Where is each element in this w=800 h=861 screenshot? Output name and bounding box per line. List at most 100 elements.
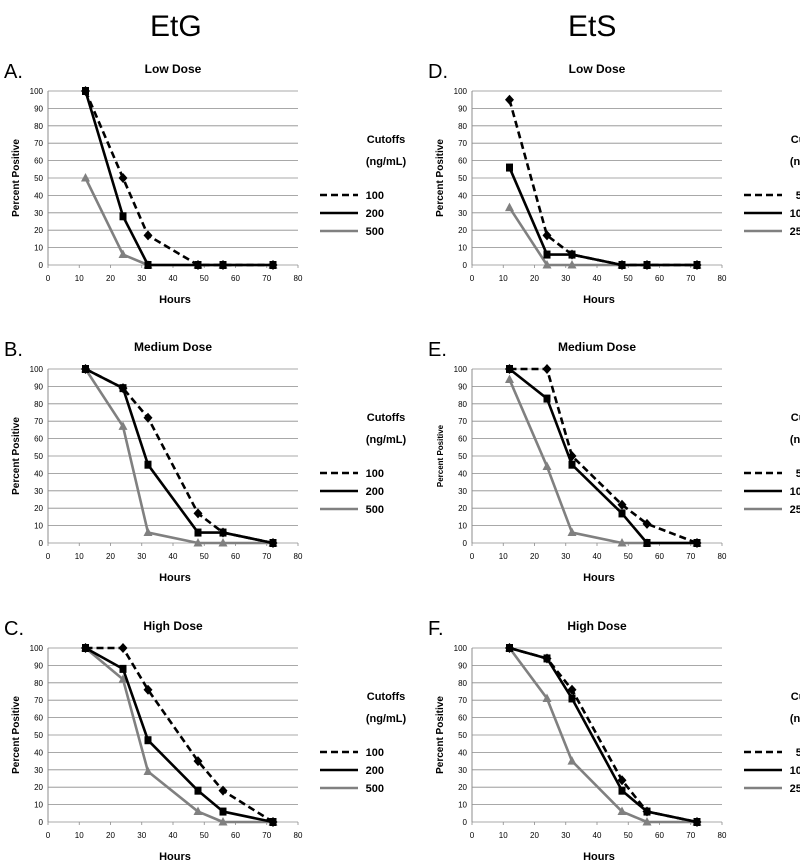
data-point-100 — [506, 163, 513, 172]
legend-unit: (ng/mL) — [790, 434, 800, 446]
x-tick-label: 70 — [686, 831, 695, 840]
y-tick-label: 100 — [30, 644, 44, 653]
data-point-100 — [118, 643, 128, 653]
panel-b: B. Medium Dose 0 10 20 30 40 50 60 70 80 90 100 0 10 20… — [4, 339, 406, 584]
y-tick-label: 40 — [458, 748, 467, 757]
legend-entry-100: 100 — [790, 486, 800, 498]
y-tick-label: 40 — [34, 191, 43, 200]
x-tick-label: 60 — [231, 552, 240, 561]
data-point-500 — [143, 766, 153, 776]
y-tick-label: 60 — [458, 435, 467, 444]
y-tick-label: 100 — [454, 365, 468, 374]
series-line-200 — [84, 646, 274, 824]
y-tick-label: 60 — [458, 714, 467, 723]
x-tick-label: 30 — [137, 552, 146, 561]
data-point-200 — [144, 261, 152, 269]
x-axis-label: Hours — [159, 294, 191, 306]
y-tick-label: 70 — [458, 139, 467, 148]
legend-unit: (ng/mL) — [366, 156, 407, 168]
series-line-100 — [84, 90, 273, 267]
y-tick-label: 40 — [458, 191, 467, 200]
data-point-500 — [193, 806, 203, 816]
x-tick-label: 30 — [561, 552, 570, 561]
x-tick-label: 20 — [106, 274, 115, 283]
legend-unit: (ng/mL) — [790, 156, 800, 168]
data-point-50 — [567, 249, 577, 260]
x-tick-label: 50 — [624, 831, 633, 840]
legend-entry-200: 200 — [366, 765, 384, 777]
y-tick-label: 50 — [458, 731, 467, 740]
data-point-50 — [692, 538, 702, 548]
x-axis-label: Hours — [583, 294, 615, 306]
x-tick-label: 40 — [169, 552, 178, 561]
x-tick-label: 20 — [530, 831, 539, 840]
y-tick-label: 50 — [34, 174, 43, 183]
x-tick-label: 50 — [200, 552, 209, 561]
x-tick-label: 10 — [499, 831, 508, 840]
data-point-200 — [119, 664, 127, 673]
data-point-100 — [143, 230, 153, 241]
legend-entry-50: 50 — [796, 190, 800, 202]
data-point-250 — [567, 527, 577, 537]
y-axis-label: Percent Positive — [435, 696, 446, 774]
legend-entry-200: 200 — [366, 486, 384, 498]
data-point-500 — [118, 674, 128, 683]
y-tick-label: 20 — [458, 226, 467, 235]
y-tick-label: 60 — [458, 157, 467, 166]
data-point-200 — [194, 528, 202, 537]
y-tick-label: 20 — [34, 783, 43, 792]
data-point-50 — [505, 643, 514, 653]
y-tick-label: 80 — [458, 679, 467, 688]
data-point-100 — [568, 694, 576, 703]
y-tick-label: 70 — [34, 696, 43, 705]
data-point-100 — [81, 86, 90, 96]
data-point-100 — [193, 260, 203, 270]
legend-unit: (ng/mL) — [790, 713, 800, 725]
y-axis-label: Percent Positive — [11, 139, 22, 217]
data-point-50 — [542, 230, 552, 241]
y-tick-label: 10 — [458, 801, 467, 810]
data-point-200 — [144, 736, 152, 745]
data-point-100 — [618, 509, 626, 518]
y-tick-label: 30 — [458, 487, 467, 496]
x-tick-label: 50 — [624, 274, 633, 283]
x-tick-label: 0 — [46, 552, 51, 561]
x-tick-label: 0 — [470, 831, 475, 840]
x-tick-label: 40 — [593, 831, 602, 840]
legend-entry-500: 500 — [366, 783, 384, 795]
series-line-100 — [508, 367, 697, 545]
data-point-50 — [505, 94, 514, 105]
data-point-100 — [218, 785, 228, 796]
y-tick-label: 90 — [458, 104, 467, 113]
y-tick-label: 30 — [458, 766, 467, 775]
x-tick-label: 70 — [262, 552, 271, 561]
x-tick-label: 40 — [169, 831, 178, 840]
x-tick-label: 80 — [294, 831, 303, 840]
data-point-100 — [118, 383, 128, 394]
x-tick-label: 80 — [718, 552, 727, 561]
data-point-100 — [143, 412, 153, 423]
y-tick-label: 0 — [463, 539, 468, 548]
x-tick-label: 60 — [231, 274, 240, 283]
data-point-250 — [617, 538, 627, 547]
data-point-50 — [542, 364, 552, 374]
x-tick-label: 50 — [624, 552, 633, 561]
data-point-500 — [118, 421, 128, 430]
x-tick-label: 40 — [169, 274, 178, 283]
data-point-200 — [119, 212, 127, 221]
x-tick-label: 30 — [137, 274, 146, 283]
y-tick-label: 100 — [30, 365, 44, 374]
data-point-500 — [218, 817, 228, 826]
data-point-50 — [617, 260, 627, 270]
x-tick-label: 0 — [46, 831, 51, 840]
data-point-250 — [542, 260, 552, 269]
x-tick-label: 0 — [470, 274, 475, 283]
x-tick-label: 70 — [262, 831, 271, 840]
y-tick-label: 60 — [34, 435, 43, 444]
series-line-50 — [508, 99, 697, 267]
panel-f: F. High Dose 0 10 20 30 40 50 60 70 80 90 100 0 10 20 30… — [428, 618, 800, 861]
y-tick-label: 80 — [458, 122, 467, 131]
y-axis-label: Percent Positive — [11, 696, 22, 774]
y-tick-label: 10 — [458, 244, 467, 253]
legend-entry-100: 100 — [366, 747, 384, 759]
